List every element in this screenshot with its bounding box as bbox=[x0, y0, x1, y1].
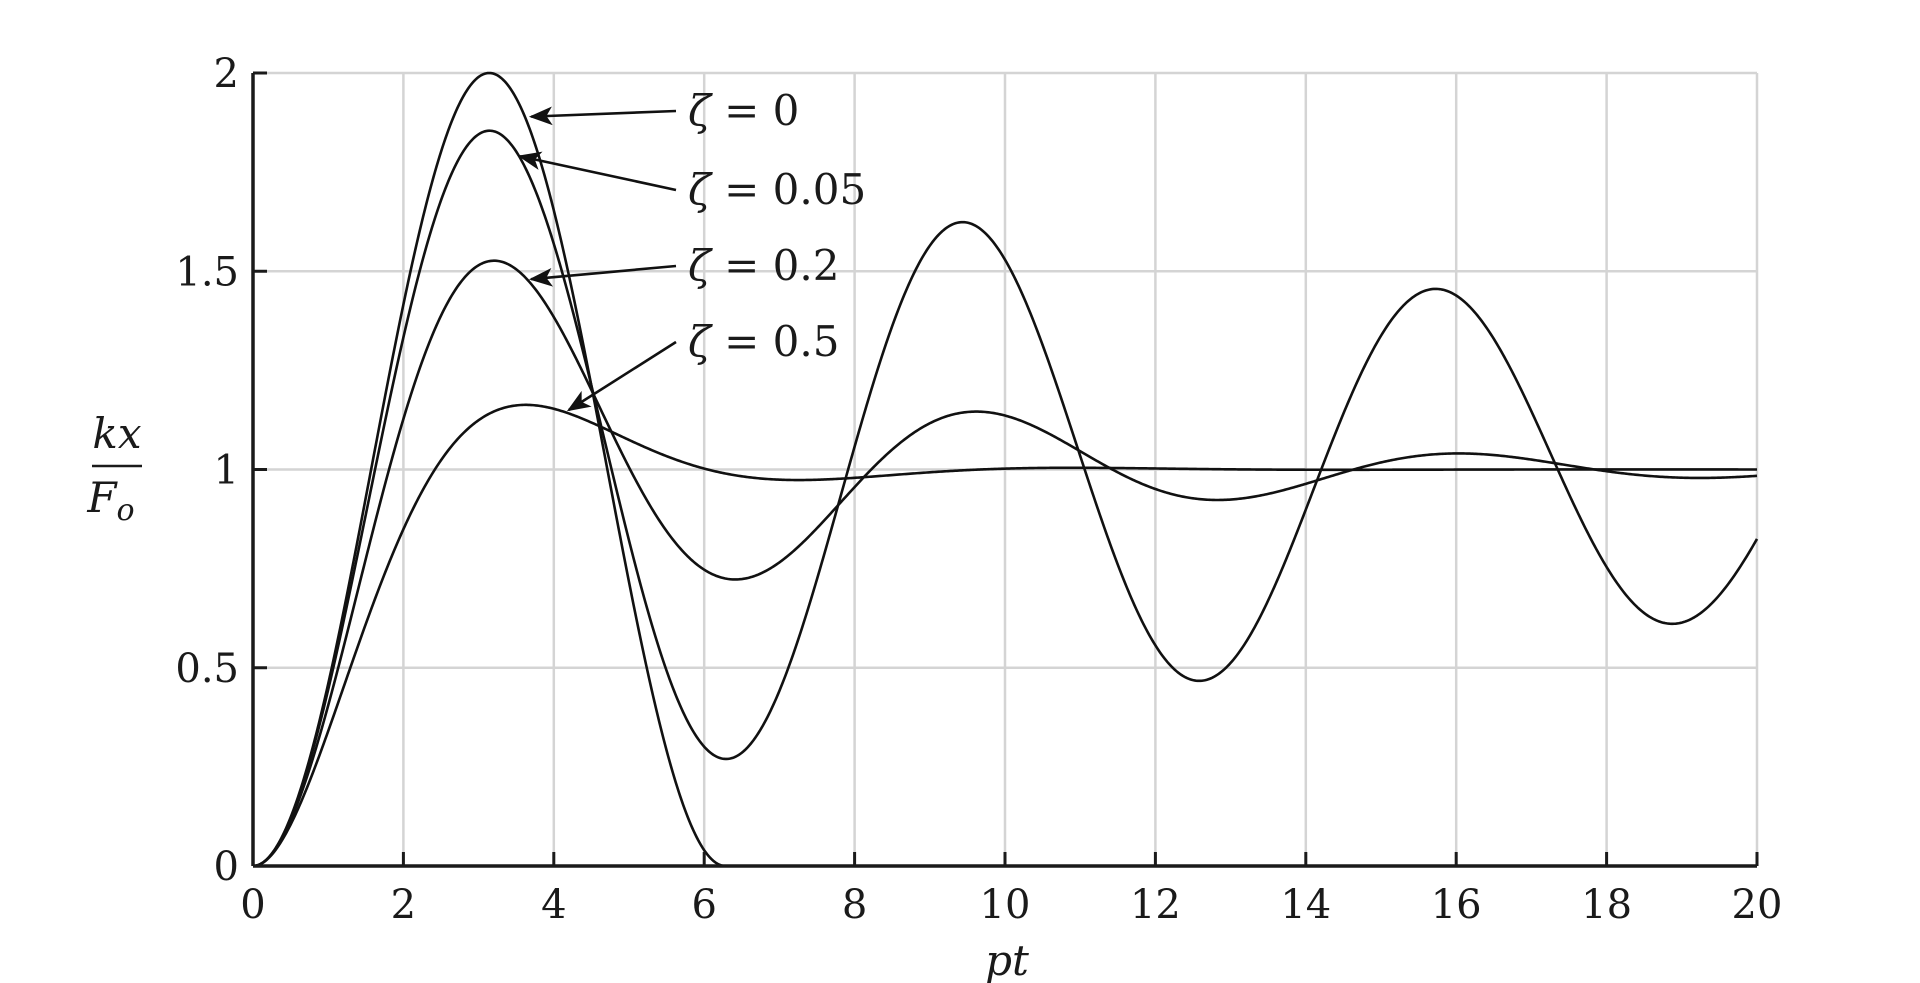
annotation-greek-2: ζ bbox=[688, 241, 713, 290]
axes bbox=[251, 71, 1759, 868]
y-tick-label-0: 0 bbox=[214, 844, 239, 890]
annotation-arrow-0 bbox=[528, 106, 677, 126]
annotation-label-2: ζ = 0.2 bbox=[688, 241, 839, 290]
y-axis-label: kx Fo bbox=[86, 409, 142, 528]
x-axis-label: pt bbox=[985, 936, 1029, 983]
series-line-zeta-0 bbox=[252, 71, 726, 868]
y-tick-label-4: 2 bbox=[214, 51, 239, 97]
annotation-greek-0: ζ bbox=[688, 86, 713, 135]
series-line-zeta-0_5 bbox=[252, 403, 1757, 868]
x-tick-label-1: 2 bbox=[391, 882, 416, 928]
annotation-arrow-2 bbox=[528, 264, 677, 287]
y-axis-label-numerator: kx bbox=[92, 409, 141, 458]
annotation-value-1: = 0.05 bbox=[711, 165, 866, 214]
annotation-value-0: = 0 bbox=[711, 86, 800, 135]
annotation-arrow-1 bbox=[517, 151, 677, 192]
x-tick-label-10: 20 bbox=[1732, 882, 1783, 928]
x-tick-label-6: 12 bbox=[1130, 882, 1181, 928]
annotation-greek-1: ζ bbox=[688, 165, 713, 214]
tick-labels: 0 2 4 6 8 10 12 14 16 18 20 0 0.5 1 1.5 2 bbox=[175, 51, 1782, 928]
x-tick-label-3: 6 bbox=[691, 882, 716, 928]
annotation-label-1: ζ = 0.05 bbox=[688, 165, 866, 214]
series-line-zeta-0_2 bbox=[252, 259, 1758, 868]
annotation-arrow-3 bbox=[566, 340, 677, 412]
x-tick-label-0: 0 bbox=[240, 882, 265, 928]
x-tick-label-4: 8 bbox=[842, 882, 867, 928]
annotation-value-2: = 0.2 bbox=[711, 241, 840, 290]
y-tick-label-2: 1 bbox=[214, 448, 239, 494]
y-tick-label-3: 1.5 bbox=[175, 249, 239, 295]
annotation-value-3: = 0.5 bbox=[711, 317, 840, 366]
y-tick-label-1: 0.5 bbox=[175, 646, 239, 692]
annotation-label-3: ζ = 0.5 bbox=[688, 317, 839, 366]
y-axis-label-denominator: Fo bbox=[86, 473, 134, 528]
x-tick-label-2: 4 bbox=[541, 882, 566, 928]
curves bbox=[252, 71, 1759, 868]
series-line-zeta-0_05 bbox=[252, 129, 1759, 868]
x-tick-label-8: 16 bbox=[1431, 882, 1482, 928]
annotation-label-0: ζ = 0 bbox=[688, 86, 799, 135]
x-tick-label-7: 14 bbox=[1280, 882, 1331, 928]
x-tick-label-5: 10 bbox=[980, 882, 1031, 928]
annotations: ζ = 0ζ = 0.05ζ = 0.2ζ = 0.5 bbox=[517, 86, 866, 412]
x-tick-label-9: 18 bbox=[1581, 882, 1632, 928]
annotation-greek-3: ζ bbox=[688, 317, 713, 366]
